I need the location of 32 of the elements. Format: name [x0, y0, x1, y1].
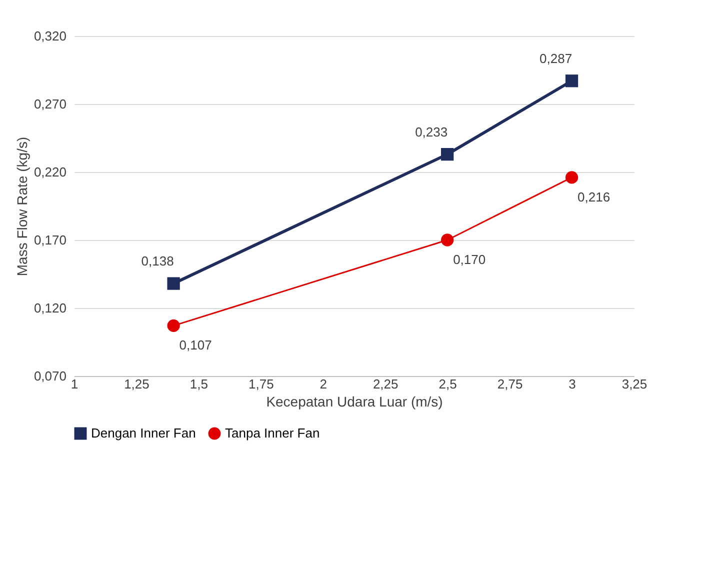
- x-tick-label: 1,5: [190, 376, 208, 392]
- x-tick-label: 2,5: [438, 376, 457, 392]
- y-tick-label: 0,070: [34, 368, 66, 384]
- point: [441, 234, 454, 246]
- y-tick-label: 0,170: [34, 232, 66, 248]
- data-label: 0,170: [453, 252, 486, 267]
- y-tick-label: 0,270: [34, 96, 66, 112]
- data-label: 0,287: [540, 50, 572, 66]
- legend-label: Dengan Inner Fan: [91, 426, 196, 441]
- y-axis-title: Mass Flow Rate (kg/s): [14, 136, 30, 276]
- x-tick-label: 2: [320, 376, 328, 392]
- x-tick-label: 1: [70, 376, 78, 392]
- y-tick-label: 0,320: [34, 28, 66, 44]
- data-label: 0,107: [179, 338, 212, 353]
- x-axis-title: Kecepatan Udara Luar (m/s): [266, 394, 443, 410]
- x-tick-label: 3,25: [622, 376, 648, 392]
- x-tick-label: 2,75: [497, 376, 523, 392]
- data-label: 0,138: [141, 254, 174, 269]
- point: [167, 277, 180, 290]
- data-label: 0,233: [415, 124, 448, 140]
- point: [167, 319, 180, 332]
- x-tick-label: 1,75: [248, 376, 274, 392]
- point: [565, 171, 578, 184]
- x-tick-label: 2,25: [372, 376, 398, 392]
- x-tick-label: 1,25: [124, 376, 150, 392]
- point: [565, 74, 578, 88]
- point: [441, 148, 454, 161]
- data-label: 0,216: [578, 189, 610, 204]
- x-tick-label: 3: [568, 376, 576, 392]
- y-tick-label: 0,120: [34, 300, 66, 316]
- legend-label: Tanpa Inner Fan: [225, 426, 320, 441]
- y-tick-label: 0,220: [34, 164, 66, 180]
